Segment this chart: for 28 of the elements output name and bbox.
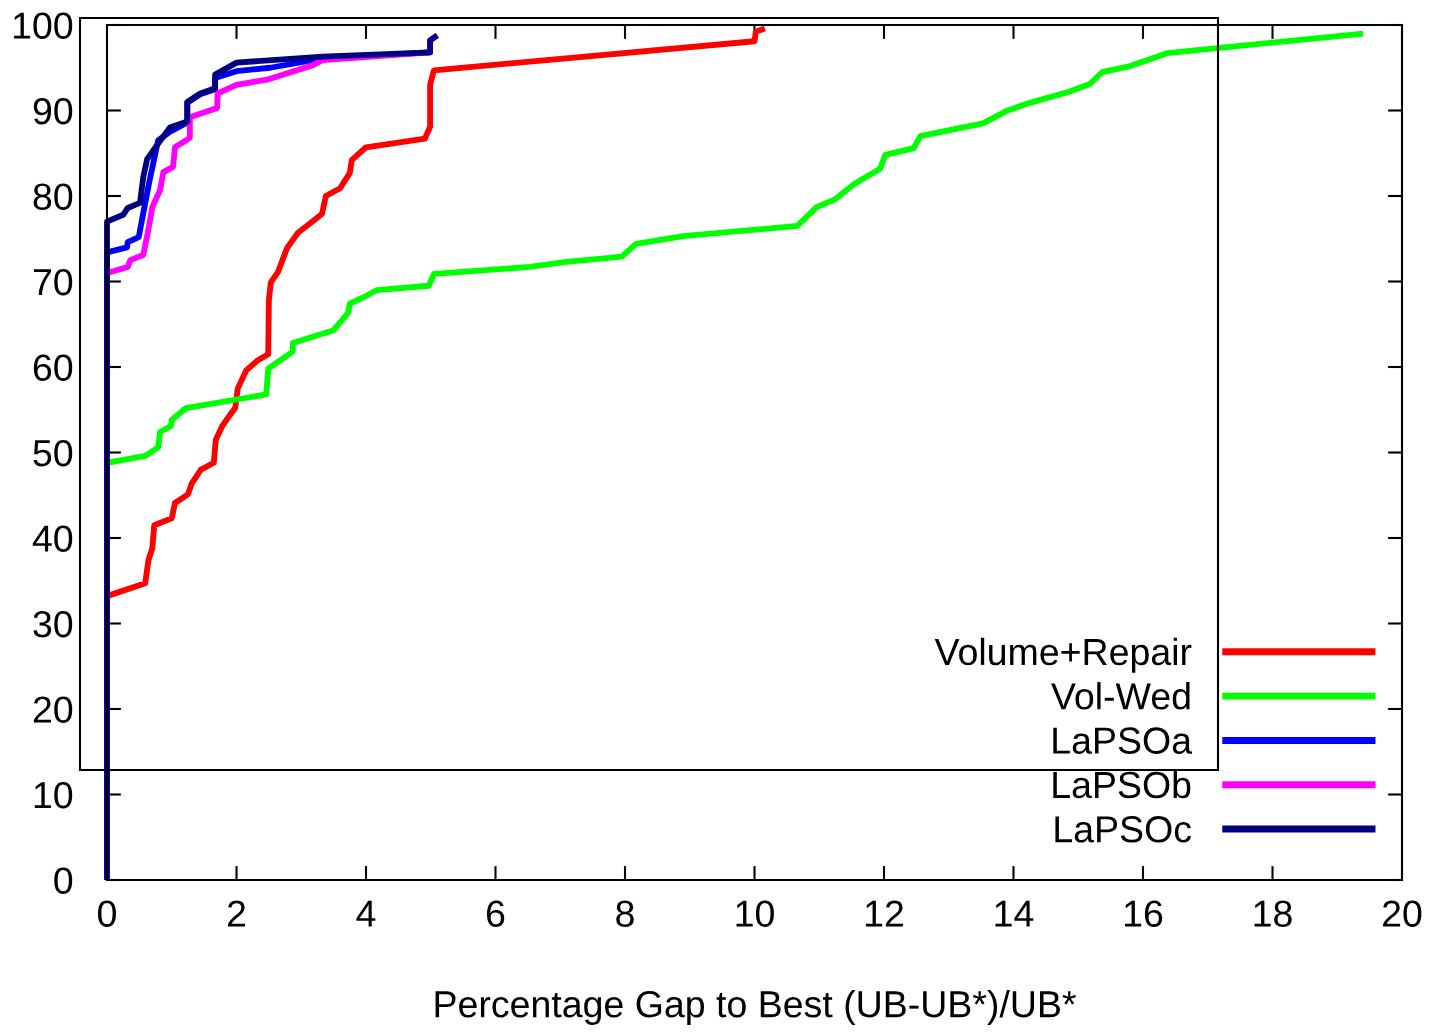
- y-tick-label: 10: [34, 781, 73, 809]
- y-tick-label: 60: [33, 354, 73, 381]
- y-tick-label: 0: [54, 867, 73, 894]
- y-tick-label: 100: [13, 12, 73, 39]
- legend-label: LaPSOa: [1053, 727, 1192, 754]
- y-tick-label: 80: [33, 183, 73, 210]
- x-tick-label: 20: [1383, 900, 1422, 927]
- y-tick-label: 30: [33, 610, 73, 638]
- legend-label: Vol-Wed: [1051, 682, 1190, 710]
- y-tick-label: 20: [33, 696, 73, 723]
- x-tick-label: 0: [98, 900, 116, 927]
- x-tick-label: 12: [866, 900, 903, 927]
- x-tick-label: 4: [356, 900, 376, 927]
- y-tick-label: 40: [32, 525, 73, 552]
- x-tick-label: 2: [227, 900, 246, 927]
- x-tick-label: 14: [995, 900, 1034, 927]
- legend-label: Volume+Repair: [934, 637, 1192, 673]
- x-tick-label: 18: [1254, 900, 1292, 927]
- x-tick-label: 10: [736, 900, 774, 927]
- y-tick-label: 90: [33, 97, 73, 125]
- y-tick-label: 50: [33, 439, 73, 467]
- y-tick-label: 70: [33, 268, 73, 296]
- legend-label: LaPSOb: [1053, 770, 1191, 799]
- x-axis-title: Percentage Gap to Best (UB-UB*)/UB*: [435, 989, 1076, 1025]
- x-tick-label: 16: [1125, 900, 1163, 927]
- x-tick-label: 6: [486, 900, 505, 927]
- legend-label: LaPSOc: [1055, 816, 1192, 843]
- x-tick-label: 8: [616, 900, 634, 927]
